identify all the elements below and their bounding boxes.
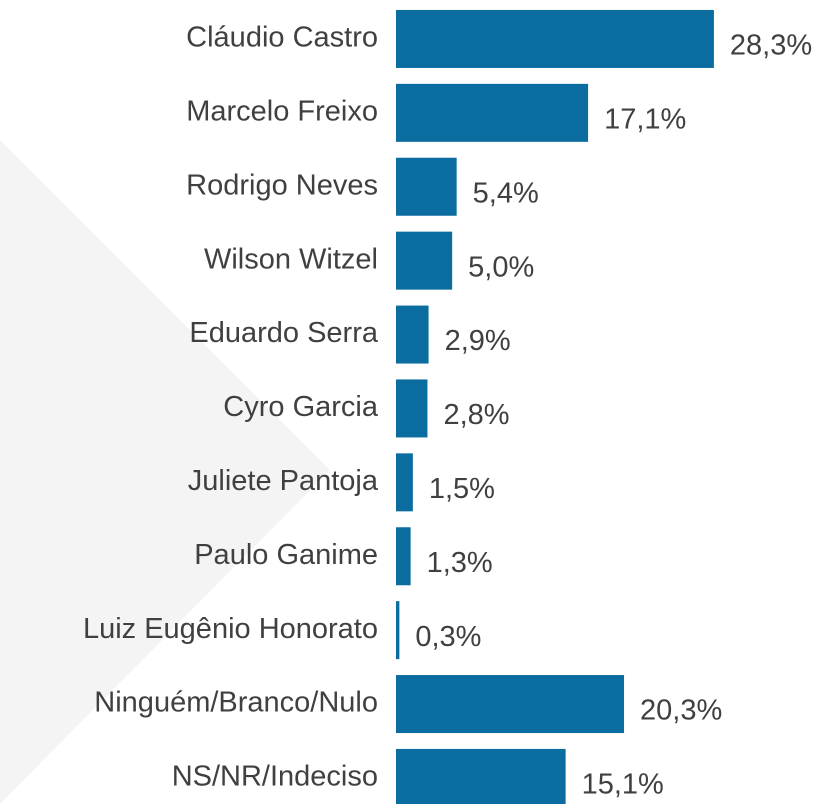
value-label: 2,9% xyxy=(445,325,511,357)
category-label: Juliete Pantoja xyxy=(188,465,379,497)
category-label: Cyro Garcia xyxy=(223,391,379,423)
bar xyxy=(396,748,566,804)
category-label: Marcelo Freixo xyxy=(186,96,378,128)
category-label: Paulo Ganime xyxy=(194,539,378,571)
category-label: Ninguém/Branco/Nulo xyxy=(94,687,378,719)
bar xyxy=(396,83,589,142)
value-label: 17,1% xyxy=(604,104,686,136)
value-label: 0,3% xyxy=(415,621,481,653)
category-label: Cláudio Castro xyxy=(186,22,378,54)
bar xyxy=(396,379,428,438)
value-label: 28,3% xyxy=(730,30,812,62)
category-label: NS/NR/Indeciso xyxy=(172,761,378,793)
bar xyxy=(396,601,400,660)
bar xyxy=(396,9,714,68)
category-label: Rodrigo Neves xyxy=(186,169,378,201)
bar xyxy=(396,305,429,364)
value-label: 20,3% xyxy=(640,695,722,727)
value-label: 1,5% xyxy=(429,473,495,505)
bar xyxy=(396,453,413,512)
category-label: Eduardo Serra xyxy=(189,317,378,349)
bar xyxy=(396,675,625,734)
category-label: Wilson Witzel xyxy=(204,243,378,275)
bar xyxy=(396,157,457,216)
value-label: 15,1% xyxy=(582,769,664,801)
value-label: 5,0% xyxy=(468,251,534,283)
background-shape xyxy=(0,140,330,804)
category-label: Luiz Eugênio Honorato xyxy=(83,613,378,645)
value-label: 2,8% xyxy=(443,399,509,431)
bar xyxy=(396,527,411,586)
value-label: 1,3% xyxy=(427,547,493,579)
value-label: 5,4% xyxy=(473,177,539,209)
bar xyxy=(396,231,453,290)
